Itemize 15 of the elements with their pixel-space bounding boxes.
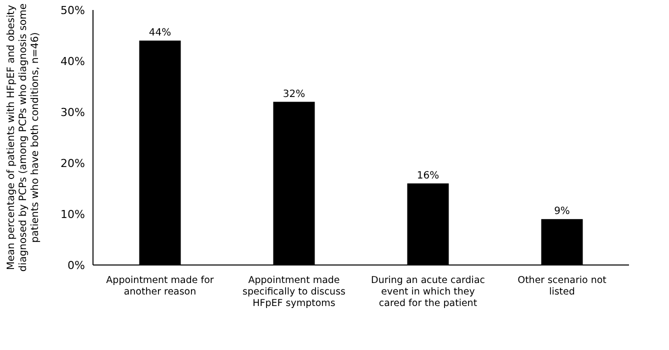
x-tick-label: Appointment made specifically to discuss HFpEF symptoms <box>242 275 346 309</box>
y-tick-label: 40% <box>60 54 85 68</box>
y-tick-label: 20% <box>60 156 85 170</box>
y-tick-label: 10% <box>60 208 85 221</box>
x-tick-label: Other scenario not listed <box>518 275 607 298</box>
y-tick-label: 0% <box>68 258 85 272</box>
x-tick-label: Appointment made for another reason <box>106 275 214 298</box>
y-tick-label: 30% <box>60 106 85 119</box>
data-label: 16% <box>416 170 440 182</box>
data-label: 32% <box>282 88 306 100</box>
data-label: 9% <box>554 206 570 218</box>
x-tick-label: During an acute cardiac event in which they cared for the patient <box>371 275 485 309</box>
y-tick-label: 50% <box>60 4 85 17</box>
y-axis-title: Mean percentage of patients with HFpEF and obesity diagnosed by PCPs (among PCPs who diagnosis some patients who have both conditions, n=46) <box>6 3 41 272</box>
data-label: 44% <box>148 28 172 39</box>
